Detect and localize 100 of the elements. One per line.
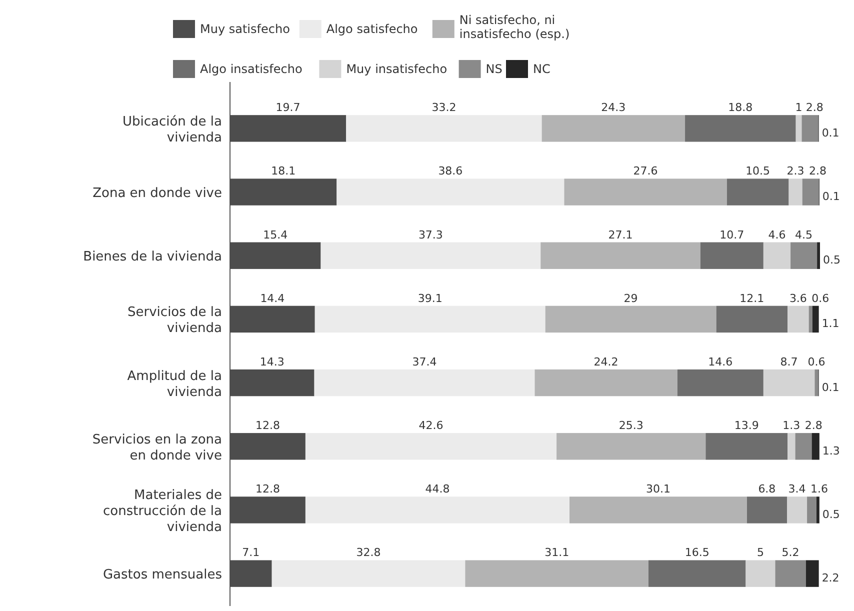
y-tick-label: Zona en donde vive <box>92 186 222 202</box>
bar <box>346 115 542 142</box>
data-label: 5.2 <box>782 546 800 560</box>
legend-label: Algo satisfecho <box>326 22 418 36</box>
bar <box>796 115 802 142</box>
data-label: 2.8 <box>808 164 826 178</box>
bar <box>816 496 820 524</box>
data-label: 1.3 <box>782 419 800 432</box>
y-tick-label: Bienes de la vivienda <box>83 250 222 265</box>
data-label: 32.8 <box>356 546 381 560</box>
bar <box>545 306 716 333</box>
data-label: 12.1 <box>740 292 764 305</box>
bar <box>790 242 818 269</box>
bar <box>786 496 808 524</box>
bar <box>763 242 791 269</box>
y-tick-label: Materiales de construcción de la vivienda <box>103 488 222 535</box>
data-label: 7.1 <box>242 546 260 560</box>
data-label: 27.1 <box>608 228 633 242</box>
data-label: 31.1 <box>544 546 570 560</box>
bar <box>465 560 648 587</box>
bar <box>305 496 570 524</box>
bar <box>812 306 819 333</box>
bar <box>716 306 788 333</box>
data-label: 37.3 <box>418 228 443 242</box>
data-label: 2.8 <box>806 101 824 114</box>
y-tick-label: Gastos mensuales <box>102 568 222 583</box>
bar <box>534 369 678 396</box>
data-label: 39.1 <box>418 292 442 305</box>
data-label: 6.8 <box>758 482 776 496</box>
data-label: 8.7 <box>780 355 798 368</box>
data-label: 18.1 <box>271 164 296 178</box>
legend-label: NS <box>486 62 502 76</box>
bar <box>806 560 819 587</box>
data-label: 25.3 <box>618 419 644 432</box>
bar <box>314 369 535 396</box>
data-label: 19.7 <box>276 101 300 114</box>
bar <box>795 433 812 460</box>
data-label: 24.2 <box>594 355 618 368</box>
bar <box>540 242 700 269</box>
data-label: 0.6 <box>812 292 830 305</box>
data-label: 14.6 <box>708 355 733 368</box>
data-label: 1.1 <box>822 317 840 330</box>
bar <box>726 178 789 206</box>
data-label: 44.8 <box>425 482 450 496</box>
data-label: 27.6 <box>633 164 658 178</box>
y-tick-label: Ubicación de la vivienda <box>122 114 222 146</box>
data-label: 24.3 <box>601 101 626 114</box>
data-label: 1.3 <box>822 444 840 458</box>
bar <box>812 433 820 460</box>
data-label: 0.5 <box>822 508 840 521</box>
bar <box>802 178 819 206</box>
data-label: 4.5 <box>795 228 813 242</box>
data-label: 15.4 <box>263 228 288 242</box>
bar <box>305 433 557 460</box>
bar <box>788 178 802 206</box>
bar <box>802 115 818 142</box>
data-label: 33.2 <box>432 101 456 114</box>
bar <box>542 115 686 142</box>
data-label: 1 <box>795 101 802 114</box>
bar <box>807 496 816 524</box>
data-label: 42.6 <box>418 419 444 432</box>
data-label: 13.9 <box>734 419 759 432</box>
bar <box>808 306 812 333</box>
legend-label: Ni satisfecho, ni insatisfecho (esp.) <box>459 13 570 41</box>
data-label: 4.6 <box>768 228 786 242</box>
bar <box>775 560 806 587</box>
y-tick-label: Servicios en la zona en donde vive <box>92 432 222 464</box>
bar <box>314 306 546 333</box>
data-label: 3.6 <box>789 292 807 305</box>
legend-label: NC <box>533 62 550 76</box>
data-label: 5 <box>756 546 764 560</box>
data-label: 16.5 <box>684 546 710 560</box>
data-label: 18.8 <box>728 101 753 114</box>
data-label: 12.8 <box>255 419 280 432</box>
bar <box>763 369 815 396</box>
data-label: 10.5 <box>746 164 770 178</box>
data-label: 1.6 <box>810 482 828 496</box>
data-label: 2.3 <box>786 164 804 178</box>
legend-label: Muy insatisfecho <box>346 62 448 76</box>
data-label: 14.3 <box>260 355 284 368</box>
y-tick-label: Servicios de la vivienda <box>128 305 222 336</box>
bar <box>336 178 564 206</box>
bar <box>677 369 764 396</box>
data-label: 0.1 <box>822 126 840 140</box>
data-label: 12.8 <box>255 482 280 496</box>
data-label: 0.1 <box>822 190 840 204</box>
y-tick-label: Amplitud de la vivienda <box>127 368 222 400</box>
data-label: 2.2 <box>822 572 840 585</box>
data-label: 14.4 <box>260 292 285 305</box>
legend-label: Muy satisfecho <box>200 22 290 36</box>
data-label: 0.1 <box>822 380 840 394</box>
data-label: 0.5 <box>823 254 840 267</box>
data-label: 37.4 <box>412 355 437 368</box>
bar <box>564 178 727 206</box>
legend-label: Algo insatisfecho <box>200 62 302 76</box>
bar <box>648 560 746 587</box>
bar <box>685 115 796 142</box>
bar <box>788 306 809 333</box>
data-label: 3.4 <box>788 482 806 496</box>
bar <box>746 560 776 587</box>
